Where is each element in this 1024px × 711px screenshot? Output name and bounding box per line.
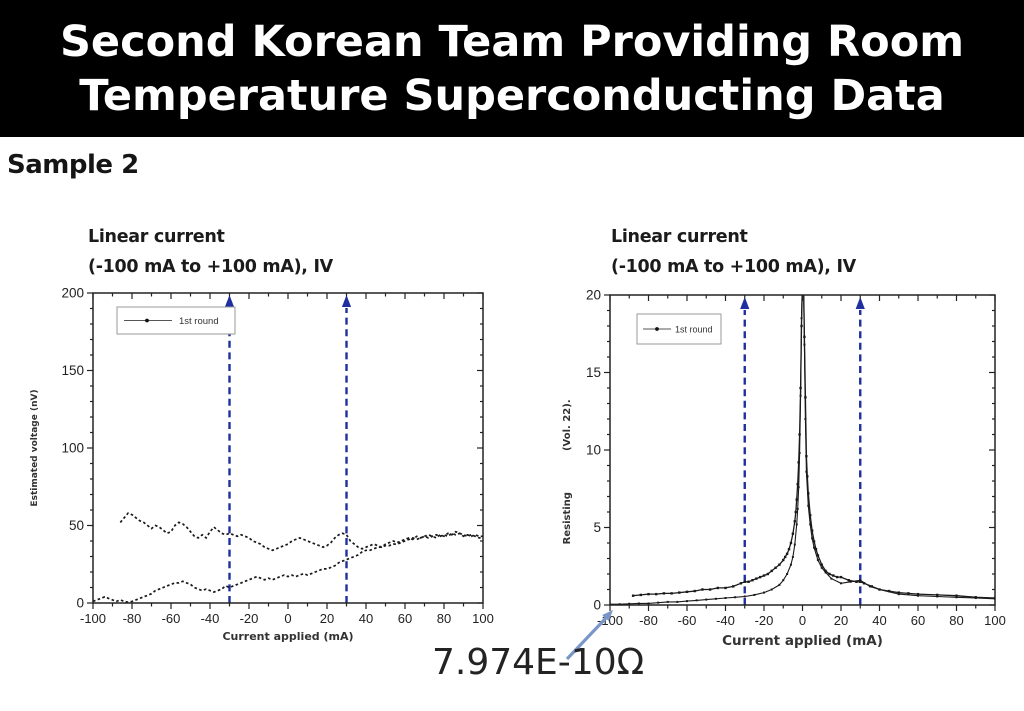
resistance-annotation: 7.974E-10Ω [432,642,645,683]
svg-text:-100: -100 [80,611,106,626]
annotation-arrow-icon [565,610,613,661]
svg-text:50: 50 [69,518,84,533]
svg-text:40: 40 [872,613,886,628]
svg-text:60: 60 [398,611,412,626]
svg-text:150: 150 [61,363,84,378]
banner-title-line2: Temperature Superconducting Data [79,70,945,121]
svg-text:10: 10 [586,443,601,458]
legend-marker-icon [145,318,149,323]
legend-marker-icon [655,327,659,331]
svg-text:100: 100 [472,611,494,626]
x-axis-label: Current applied (mA) [722,633,883,649]
svg-text:-40: -40 [201,611,220,626]
right-chart-title-line2: (-100 mA to +100 mA), IV [611,257,856,277]
tick-labels: -100 -80 -60 -40 -20 0 20 40 60 80 100 0 5 10 15 20 [586,288,1006,629]
svg-text:40: 40 [359,611,373,626]
svg-text:100: 100 [984,613,1006,628]
svg-text:20: 20 [834,613,848,628]
sample-label: Sample 2 [7,150,139,180]
marker-vlines [740,297,865,605]
up-arrow-icon [224,295,235,307]
up-arrow-icon [855,297,865,309]
svg-text:0: 0 [284,611,291,626]
left-chart-title-line1: Linear current [88,227,225,247]
series-trace [610,295,995,605]
y-axis-label: (Vol. 22). [562,399,573,451]
marker-vlines [224,295,352,603]
y-axis-label: Resisting [562,492,573,544]
tick-labels: -100 -80 -60 -40 -20 0 20 40 60 80 100 0 50 100 150 200 [61,286,493,627]
svg-text:-100: -100 [597,613,623,628]
svg-text:-60: -60 [678,613,697,628]
legend-label: 1st round [675,325,713,335]
iv-resistance-chart: -100 -80 -60 -40 -20 0 20 40 60 80 100 0 5 10 15 20 Curr… [562,288,1006,661]
svg-text:0: 0 [593,598,601,613]
series-trace [93,532,483,603]
svg-text:-80: -80 [639,613,658,628]
legend: 1st round [116,306,236,335]
up-arrow-icon [740,297,750,309]
svg-text:100: 100 [61,441,84,456]
axes [604,294,996,611]
data-series [93,512,483,603]
svg-text:20: 20 [320,611,334,626]
x-axis-label: Current applied (mA) [222,630,353,643]
banner-title-line1: Second Korean Team Providing Room [59,16,965,67]
legend: 1st round [636,313,722,345]
data-series [610,295,995,605]
title-banner: Second Korean Team Providing Room Temper… [0,0,1024,137]
svg-text:-40: -40 [716,613,735,628]
svg-text:-20: -20 [240,611,259,626]
legend-label: 1st round [179,316,219,327]
svg-text:20: 20 [586,288,601,303]
svg-text:15: 15 [586,365,601,380]
left-chart-title: Linear current (-100 mA to +100 mA), IV [88,222,333,282]
svg-text:0: 0 [799,613,806,628]
series-trace [119,512,483,552]
svg-text:80: 80 [949,613,963,628]
svg-text:80: 80 [437,611,451,626]
svg-text:-20: -20 [755,613,774,628]
right-chart-title: Linear current (-100 mA to +100 mA), IV [611,222,856,282]
svg-text:200: 200 [61,286,84,301]
left-chart-title-line2: (-100 mA to +100 mA), IV [88,257,333,277]
axes [87,292,484,609]
y-axis-label: Estimated voltage (nV) [30,389,40,506]
svg-text:60: 60 [911,613,925,628]
svg-text:-80: -80 [123,611,142,626]
iv-voltage-chart: -100 -80 -60 -40 -20 0 20 40 60 80 100 0 50 100 150 200… [30,286,494,644]
svg-text:0: 0 [76,596,84,611]
right-chart-title-line1: Linear current [611,227,748,247]
svg-text:-60: -60 [162,611,181,626]
svg-text:5: 5 [593,520,601,535]
up-arrow-icon [341,295,352,307]
